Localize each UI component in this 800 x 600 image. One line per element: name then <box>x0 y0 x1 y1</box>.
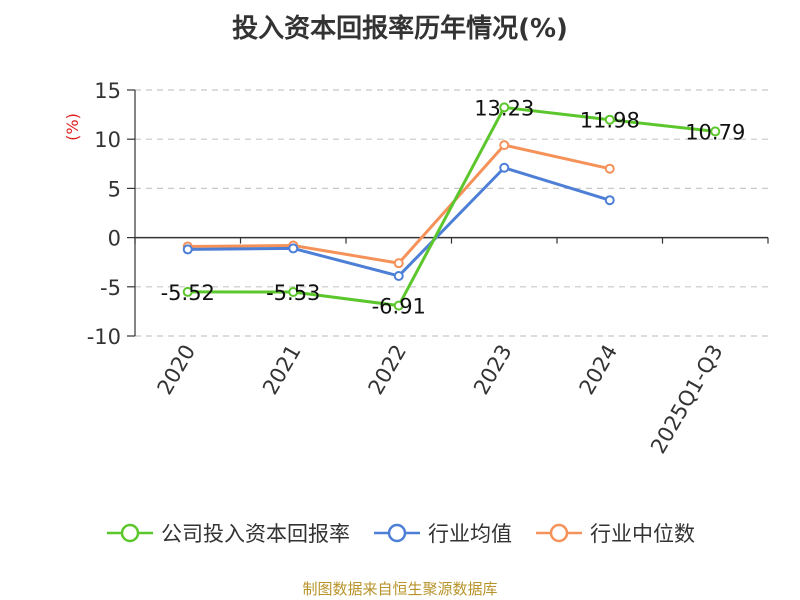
x-tick-label: 2022 <box>364 341 412 399</box>
data-labels: -5.52 -5.53 -6.91 13.23 11.98 10.79 <box>161 96 746 318</box>
data-point <box>604 195 615 206</box>
series-line <box>187 105 716 308</box>
y-tick-label: 15 <box>94 79 121 103</box>
data-label: 11.98 <box>580 109 640 133</box>
y-axis-label: (%) <box>63 113 82 141</box>
data-label: -5.53 <box>266 281 320 305</box>
data-point <box>393 300 404 311</box>
legend-label: 行业均值 <box>428 522 512 546</box>
data-point <box>710 126 721 137</box>
legend-label: 公司投入资本回报率 <box>161 522 350 546</box>
data-label: -6.91 <box>372 295 426 319</box>
y-tick-label: 10 <box>94 128 121 152</box>
legend-item-industry-median[interactable]: 行业中位数 <box>534 518 695 548</box>
data-label: 13.23 <box>474 96 534 120</box>
source-note: 制图数据来自恒生聚源数据库 <box>302 580 498 598</box>
series-lines <box>182 102 721 311</box>
data-point <box>499 102 510 113</box>
data-point <box>604 163 615 174</box>
data-point <box>288 243 299 254</box>
x-tick-label: 2023 <box>469 341 517 399</box>
x-tick-label: 2025Q1-Q3 <box>646 341 728 458</box>
axes: 15 10 5 0 -5 -10 (%) 2020 2021 2022 2023 2024 2025Q1… <box>63 79 769 458</box>
data-point <box>499 140 510 151</box>
x-tick-label: 2024 <box>575 341 623 399</box>
y-tick-label: 0 <box>108 227 121 251</box>
x-tick-label: 2020 <box>153 341 201 399</box>
y-tick-label: -10 <box>87 325 121 349</box>
legend: 公司投入资本回报率 行业均值 行业中位数 <box>0 518 800 548</box>
data-label: -5.52 <box>161 281 215 305</box>
y-tick-label: 5 <box>108 177 121 201</box>
data-point <box>393 258 404 269</box>
legend-label: 行业中位数 <box>590 522 695 546</box>
legend-item-industry-mean[interactable]: 行业均值 <box>372 518 512 548</box>
series-line <box>187 143 611 265</box>
data-point <box>604 114 615 125</box>
data-point <box>288 287 299 298</box>
data-point <box>182 286 193 297</box>
legend-item-company[interactable]: 公司投入资本回报率 <box>105 518 350 548</box>
data-point <box>393 270 404 281</box>
legend-marker-icon <box>536 523 582 543</box>
y-tick-label: -5 <box>100 276 121 300</box>
legend-marker-icon <box>374 523 420 543</box>
x-tick-label: 2021 <box>258 341 306 399</box>
chart-title: 投入资本回报率历年情况(%) <box>232 14 568 44</box>
legend-marker-icon <box>107 523 153 543</box>
data-point <box>182 244 193 255</box>
data-point <box>499 162 510 173</box>
data-label: 10.79 <box>685 120 745 144</box>
